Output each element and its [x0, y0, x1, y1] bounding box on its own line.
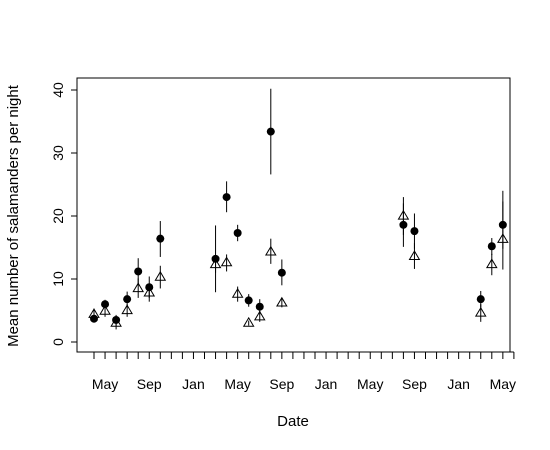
y-tick-label: 40 [50, 82, 66, 98]
data-point [101, 300, 110, 309]
y-tick-label: 20 [50, 208, 66, 224]
data-point [410, 227, 419, 236]
y-axis: 0 10 20 30 40 [50, 82, 77, 346]
data-point [485, 258, 498, 269]
data-point [476, 295, 485, 304]
y-axis-title: Mean number of salamanders per night [5, 84, 22, 347]
data-point [143, 286, 156, 297]
x-tick-label: Sep [137, 376, 162, 392]
data-point [276, 296, 288, 307]
data-point [220, 256, 233, 267]
data-point [487, 242, 496, 251]
x-axis: May Sep Jan May Sep Jan May Sep Jan May [92, 351, 516, 392]
data-point [222, 193, 231, 202]
x-tick-label: Jan [315, 376, 338, 392]
data-point [255, 302, 264, 311]
x-axis-title: Date [277, 413, 309, 430]
data-point [209, 258, 222, 269]
data-point [397, 209, 410, 220]
data-point [110, 316, 122, 327]
x-tick-label: Jan [182, 376, 205, 392]
x-tick-label: Sep [402, 376, 427, 392]
data-point [264, 245, 277, 256]
data-point [121, 304, 133, 315]
x-tick-label: Jan [447, 376, 470, 392]
x-tick-label: May [224, 376, 250, 392]
x-tick-label: May [357, 376, 383, 392]
data-point [242, 316, 255, 327]
plot-frame [76, 77, 511, 353]
data-point [277, 268, 286, 277]
data-marks [88, 88, 509, 330]
series-open-triangles [88, 190, 509, 330]
x-tick-label: May [490, 376, 516, 392]
y-tick-label: 30 [50, 145, 66, 161]
data-point [244, 296, 253, 305]
data-point [253, 310, 266, 321]
data-point [132, 282, 145, 293]
x-tick-label: May [92, 376, 118, 392]
data-point [233, 229, 242, 238]
series-filled-circles [90, 88, 507, 326]
data-point [408, 250, 421, 260]
data-point [156, 234, 165, 243]
x-tick-label: Sep [269, 376, 294, 392]
data-point [134, 267, 143, 276]
data-point [266, 127, 275, 136]
data-point [99, 304, 111, 315]
data-point [154, 270, 167, 281]
y-tick-label: 10 [50, 271, 66, 287]
data-point [231, 287, 244, 298]
data-point [497, 233, 509, 243]
data-point [474, 306, 487, 317]
data-point [123, 295, 132, 304]
y-tick-label: 0 [50, 338, 66, 346]
data-point [88, 308, 100, 318]
